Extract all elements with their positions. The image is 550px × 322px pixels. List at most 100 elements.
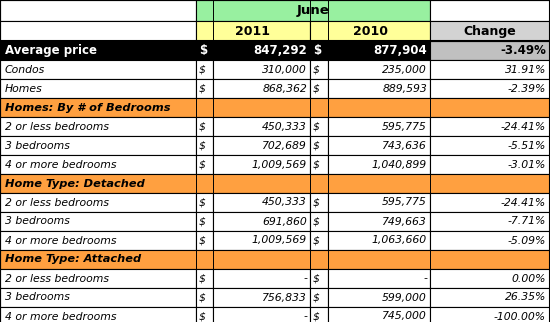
Bar: [430, 231, 550, 250]
Text: 1,040,899: 1,040,899: [372, 159, 427, 169]
Bar: [0, 136, 196, 155]
Bar: [0, 212, 196, 231]
Bar: [328, 136, 430, 155]
Bar: [430, 60, 550, 79]
Text: 847,292: 847,292: [253, 44, 307, 57]
Bar: [0, 288, 196, 307]
Text: 756,833: 756,833: [262, 292, 307, 302]
Bar: [213, 60, 310, 79]
Text: -3.01%: -3.01%: [508, 159, 546, 169]
Bar: [213, 307, 310, 322]
Text: 1,063,660: 1,063,660: [372, 235, 427, 245]
Bar: [196, 155, 213, 174]
Text: 2010: 2010: [353, 24, 388, 37]
Text: $: $: [313, 83, 320, 93]
Bar: [213, 117, 310, 136]
Bar: [213, 79, 310, 98]
Text: 3 bedrooms: 3 bedrooms: [5, 292, 70, 302]
Bar: [328, 155, 430, 174]
Text: $: $: [313, 64, 320, 74]
Text: $: $: [199, 197, 206, 207]
Bar: [0, 117, 196, 136]
Bar: [328, 60, 430, 79]
Bar: [328, 307, 430, 322]
Text: $: $: [313, 44, 321, 57]
Bar: [310, 79, 328, 98]
Text: 3 bedrooms: 3 bedrooms: [5, 140, 70, 150]
Text: 691,860: 691,860: [262, 216, 307, 226]
Bar: [430, 21, 550, 41]
Bar: [0, 79, 196, 98]
Bar: [0, 60, 196, 79]
Bar: [430, 117, 550, 136]
Bar: [310, 231, 328, 250]
Bar: [430, 155, 550, 174]
Bar: [196, 231, 213, 250]
Bar: [0, 21, 196, 41]
Bar: [196, 212, 213, 231]
Text: 2 or less bedrooms: 2 or less bedrooms: [5, 273, 109, 283]
Text: $: $: [313, 197, 320, 207]
Text: 4 or more bedrooms: 4 or more bedrooms: [5, 235, 117, 245]
Text: -: -: [303, 273, 307, 283]
Bar: [196, 21, 310, 41]
Text: -24.41%: -24.41%: [500, 121, 546, 131]
Bar: [310, 288, 328, 307]
Text: 1,009,569: 1,009,569: [252, 235, 307, 245]
Bar: [328, 231, 430, 250]
Text: Average price: Average price: [5, 44, 97, 57]
Bar: [0, 250, 550, 269]
Bar: [213, 136, 310, 155]
Text: $: $: [199, 121, 206, 131]
Text: 3 bedrooms: 3 bedrooms: [5, 216, 70, 226]
Text: -3.49%: -3.49%: [500, 44, 546, 57]
Bar: [310, 193, 328, 212]
Text: $: $: [199, 140, 206, 150]
Bar: [0, 155, 196, 174]
Text: 2 or less bedrooms: 2 or less bedrooms: [5, 121, 109, 131]
Text: -5.51%: -5.51%: [508, 140, 546, 150]
Text: Change: Change: [464, 24, 516, 37]
Bar: [310, 117, 328, 136]
Text: 889,593: 889,593: [382, 83, 427, 93]
Text: $: $: [313, 273, 320, 283]
Bar: [0, 98, 550, 117]
Text: $: $: [199, 216, 206, 226]
Text: Homes: By # of Bedrooms: Homes: By # of Bedrooms: [5, 102, 170, 112]
Text: $: $: [199, 273, 206, 283]
Bar: [0, 0, 196, 21]
Text: 2011: 2011: [235, 24, 271, 37]
Bar: [213, 212, 310, 231]
Text: 2 or less bedrooms: 2 or less bedrooms: [5, 197, 109, 207]
Text: $: $: [313, 121, 320, 131]
Bar: [213, 155, 310, 174]
Text: 595,775: 595,775: [382, 197, 427, 207]
Bar: [430, 0, 550, 21]
Text: $: $: [313, 311, 320, 321]
Text: $: $: [313, 159, 320, 169]
Bar: [196, 0, 430, 21]
Bar: [310, 269, 328, 288]
Bar: [196, 307, 213, 322]
Text: 4 or more bedrooms: 4 or more bedrooms: [5, 159, 117, 169]
Text: Condos: Condos: [5, 64, 45, 74]
Bar: [0, 307, 196, 322]
Bar: [196, 117, 213, 136]
Text: $: $: [199, 159, 206, 169]
Text: 743,636: 743,636: [382, 140, 427, 150]
Bar: [328, 212, 430, 231]
Text: 745,000: 745,000: [382, 311, 427, 321]
Text: -: -: [423, 273, 427, 283]
Text: -24.41%: -24.41%: [500, 197, 546, 207]
Text: $: $: [313, 140, 320, 150]
Text: $: $: [313, 292, 320, 302]
Text: $: $: [199, 311, 206, 321]
Bar: [328, 117, 430, 136]
Bar: [213, 193, 310, 212]
Bar: [430, 288, 550, 307]
Text: 595,775: 595,775: [382, 121, 427, 131]
Bar: [328, 193, 430, 212]
Bar: [430, 79, 550, 98]
Text: 868,362: 868,362: [262, 83, 307, 93]
Bar: [430, 136, 550, 155]
